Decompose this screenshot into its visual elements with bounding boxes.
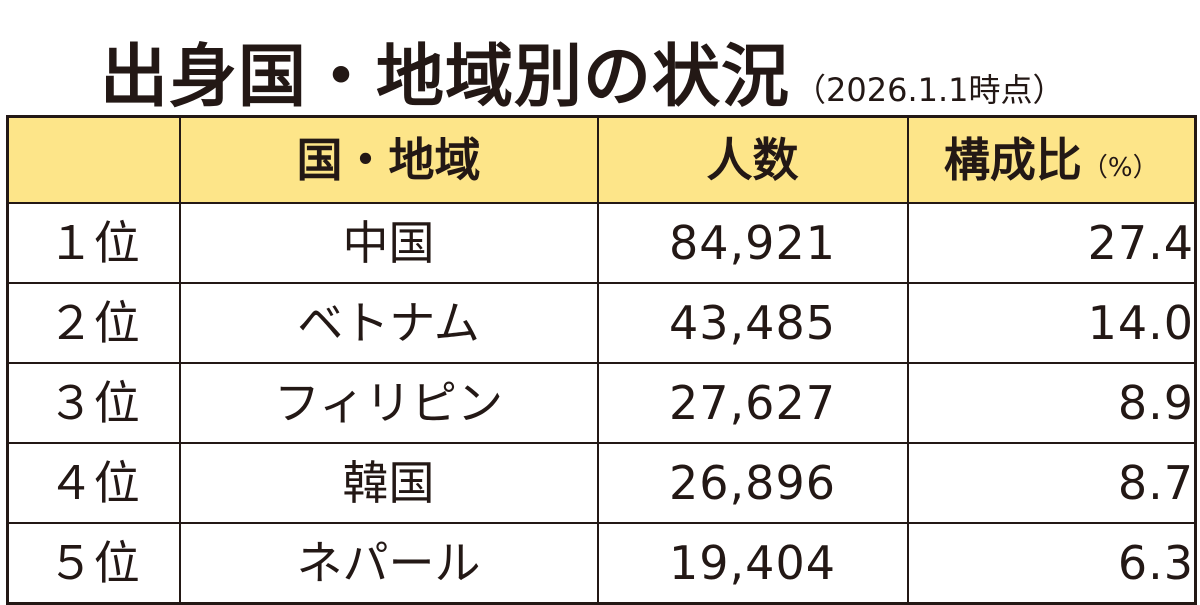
table-row: １位 中国 84,921 27.4 (6, 202, 1197, 284)
rank-cell: １位 (6, 202, 181, 284)
title-block: 出身国・地域別の状況 （2026.1.1時点） (100, 22, 1065, 112)
title-date-note: （2026.1.1時点） (794, 71, 1065, 109)
header-ratio-label: 構成比 (943, 133, 1082, 187)
country-cell: ネパール (178, 522, 599, 605)
people-cell: 43,485 (596, 282, 909, 364)
ratio-cell: 8.9 (906, 362, 1197, 444)
header-ratio-unit: （%） (1081, 153, 1159, 183)
page-title: 出身国・地域別の状況 (100, 38, 791, 117)
people-cell: 27,627 (596, 362, 909, 444)
rank-cell: ３位 (6, 362, 181, 444)
rank-cell: ４位 (6, 442, 181, 524)
header-ratio: 構成比（%） (906, 115, 1197, 204)
ratio-cell: 6.3 (906, 522, 1197, 605)
table-row: ５位 ネパール 19,404 6.3 (6, 522, 1197, 605)
people-cell: 84,921 (596, 202, 909, 284)
table-header-row: 国・地域 人数 構成比（%） (6, 115, 1197, 204)
ratio-cell: 14.0 (906, 282, 1197, 364)
header-country: 国・地域 (178, 115, 599, 204)
people-cell: 26,896 (596, 442, 909, 524)
ranking-table: 国・地域 人数 構成比（%） １位 中国 84,921 27.4 ２位 ベトナム… (6, 115, 1197, 605)
header-rank (6, 115, 181, 204)
country-cell: ベトナム (178, 282, 599, 364)
table-row: ４位 韓国 26,896 8.7 (6, 442, 1197, 524)
table-row: ２位 ベトナム 43,485 14.0 (6, 282, 1197, 364)
country-cell: フィリピン (178, 362, 599, 444)
ratio-cell: 8.7 (906, 442, 1197, 524)
country-cell: 韓国 (178, 442, 599, 524)
country-cell: 中国 (178, 202, 599, 284)
people-cell: 19,404 (596, 522, 909, 605)
rank-cell: ２位 (6, 282, 181, 364)
rank-cell: ５位 (6, 522, 181, 605)
header-people: 人数 (596, 115, 909, 204)
table-row: ３位 フィリピン 27,627 8.9 (6, 362, 1197, 444)
ratio-cell: 27.4 (906, 202, 1197, 284)
